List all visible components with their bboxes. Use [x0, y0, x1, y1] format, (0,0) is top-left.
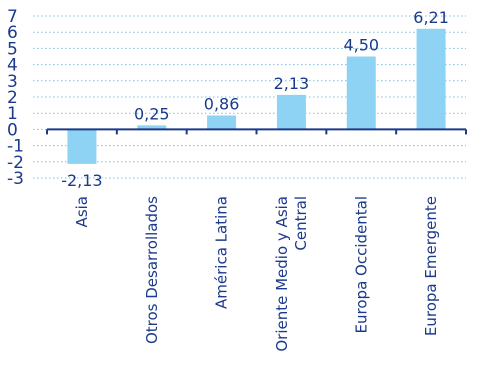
bar	[416, 28, 446, 130]
bar	[276, 94, 306, 130]
y-tick-label: 3	[7, 72, 18, 92]
data-label: 2,13	[274, 74, 310, 93]
category-labels: Asia Otros Desarrollados América Latina Ori…	[73, 196, 440, 352]
y-tick-label: -3	[7, 169, 24, 189]
category-label: Asia	[73, 196, 91, 227]
y-tick-label: 0	[7, 120, 18, 140]
data-label: -2,13	[61, 171, 102, 190]
data-label: 4,50	[343, 36, 379, 55]
y-tick-label: -2	[7, 153, 24, 173]
data-label: 0,25	[134, 104, 170, 123]
category-label: América Latina	[213, 196, 231, 309]
bar	[346, 56, 376, 130]
data-label: 0,86	[204, 94, 240, 113]
y-tick-label: 4	[7, 56, 18, 76]
category-label: Otros Desarrollados	[143, 196, 161, 344]
grid-lines	[33, 15, 466, 179]
bar	[137, 125, 167, 130]
category-label: Europa Occidental	[352, 196, 370, 333]
y-tick-label: 5	[7, 39, 18, 59]
y-tick-label: -1	[7, 137, 24, 157]
bars	[67, 28, 446, 164]
x-axis-ticks	[46, 129, 467, 135]
bar	[207, 115, 237, 130]
data-labels: -2,13 0,25 0,86 2,13 4,50 6,21	[61, 8, 449, 190]
y-tick-label: 7	[7, 7, 18, 27]
y-tick-label: 1	[7, 104, 18, 124]
bar	[67, 129, 97, 164]
category-label: Central	[292, 196, 310, 251]
category-label: Europa Emergente	[422, 196, 440, 336]
y-tick-label: 6	[7, 23, 18, 43]
data-label: 6,21	[413, 8, 449, 27]
category-label: Oriente Medio y Asia	[273, 196, 291, 352]
y-tick-label: 2	[7, 88, 18, 108]
